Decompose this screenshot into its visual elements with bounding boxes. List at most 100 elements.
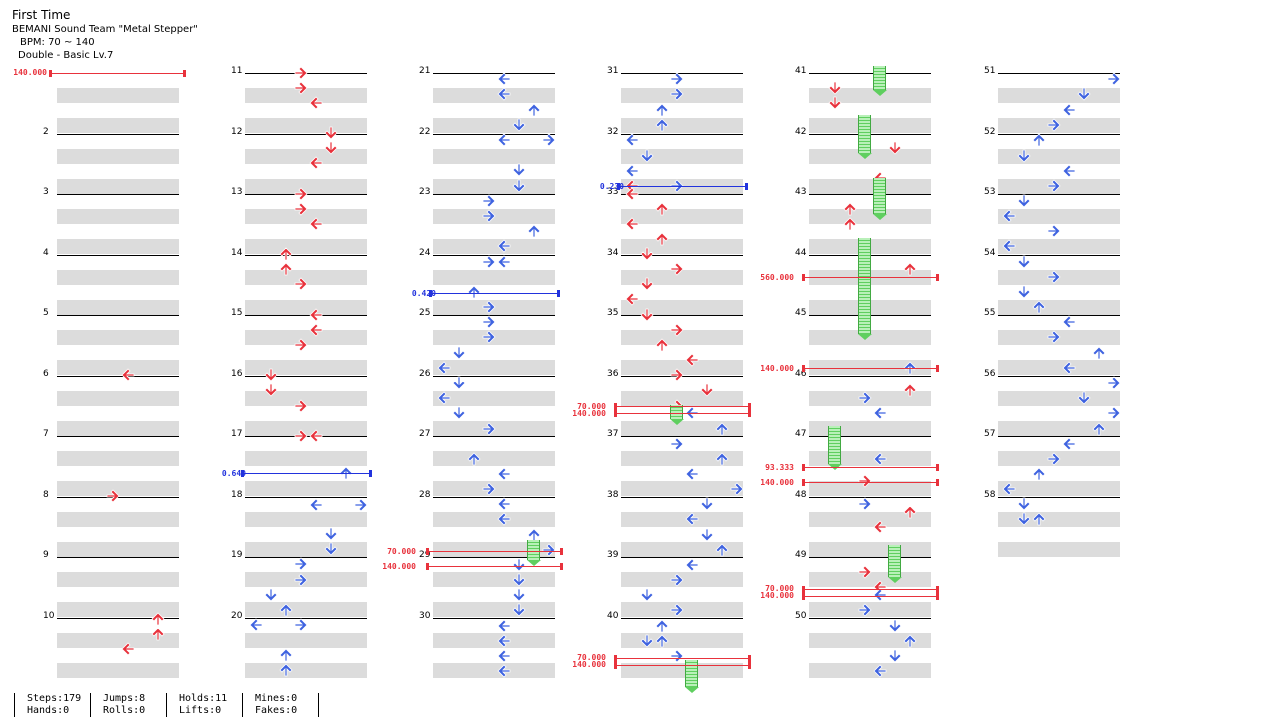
measure-line	[245, 254, 367, 256]
bpm-label: 70.000	[577, 402, 606, 411]
beat-stripe	[433, 360, 555, 376]
beat-stripe	[245, 662, 367, 678]
beat-stripe	[621, 148, 743, 164]
up-arrow-icon	[843, 202, 857, 216]
beat-stripe	[621, 632, 743, 648]
left-arrow-icon	[497, 72, 511, 86]
measure-line	[245, 315, 367, 316]
bpm-change-line	[428, 551, 561, 552]
right-arrow-icon	[294, 338, 308, 352]
stat-rolls: Rolls:0	[103, 705, 146, 716]
bpm-change-line	[51, 73, 184, 74]
beat-stripe	[245, 632, 367, 648]
stop-marker-line	[619, 186, 746, 187]
right-arrow-icon	[294, 187, 308, 201]
measure-line	[57, 315, 179, 316]
up-arrow-icon	[655, 118, 669, 132]
up-arrow-icon	[655, 338, 669, 352]
measure-line	[245, 557, 367, 558]
right-arrow-icon	[670, 87, 684, 101]
down-arrow-icon	[640, 588, 654, 602]
beat-stripe	[998, 481, 1120, 497]
beat-stripe	[621, 209, 743, 225]
marker-endcap	[936, 274, 939, 281]
measure-number: 42	[795, 126, 807, 137]
up-arrow-icon	[1032, 133, 1046, 147]
bpm-label: 140.000	[382, 562, 416, 571]
stats-mines-fakes: Mines:0 Fakes:0	[242, 693, 297, 717]
left-arrow-icon	[497, 255, 511, 269]
measure-line	[433, 254, 555, 256]
right-arrow-icon	[670, 649, 684, 663]
left-arrow-icon	[497, 649, 511, 663]
right-arrow-icon	[730, 482, 744, 496]
measure-line	[245, 617, 367, 619]
bpm-change-line	[804, 589, 937, 590]
beat-stripe	[57, 451, 179, 467]
beat-stripe	[245, 148, 367, 164]
marker-endcap	[426, 548, 429, 555]
measure-line	[998, 133, 1120, 135]
measure-number: 16	[231, 368, 243, 379]
measure-number: 40	[607, 610, 619, 621]
measure-number: 52	[984, 126, 996, 137]
marker-endcap	[745, 183, 748, 190]
beat-stripe	[57, 299, 179, 315]
down-arrow-icon	[1017, 285, 1031, 299]
measure-line	[433, 496, 555, 498]
beat-stripe	[809, 662, 931, 678]
marker-endcap	[936, 586, 939, 593]
left-arrow-icon	[121, 642, 135, 656]
measure-number: 33	[607, 187, 619, 197]
left-arrow-icon	[437, 391, 451, 405]
up-arrow-icon	[1032, 512, 1046, 526]
right-arrow-icon	[670, 437, 684, 451]
stat-holds: Holds:11	[179, 693, 228, 704]
beat-stripe	[57, 148, 179, 164]
measure-number: 30	[419, 610, 431, 621]
measure-line	[57, 133, 179, 135]
beat-stripe	[809, 209, 931, 225]
beat-stripe	[621, 390, 743, 406]
stats-steps-hands: Steps:179 Hands:0	[14, 693, 81, 717]
beat-stripe	[57, 602, 179, 618]
beat-stripe	[245, 239, 367, 255]
down-arrow-icon	[512, 573, 526, 587]
beat-stripe	[433, 269, 555, 285]
left-arrow-icon	[309, 323, 323, 337]
right-arrow-icon	[670, 262, 684, 276]
left-arrow-icon	[1002, 209, 1016, 223]
right-arrow-icon	[1047, 224, 1061, 238]
beat-stripe	[621, 88, 743, 104]
measure-line	[621, 617, 743, 619]
left-arrow-icon	[1062, 103, 1076, 117]
marker-endcap	[614, 655, 617, 662]
song-header: First Time BEMANI Sound Team "Metal Step…	[12, 7, 198, 62]
left-arrow-icon	[309, 498, 323, 512]
left-arrow-icon	[497, 133, 511, 147]
measure-number: 2	[43, 126, 49, 137]
beat-stripe	[245, 178, 367, 194]
up-arrow-icon	[279, 663, 293, 677]
marker-endcap	[802, 593, 805, 600]
measure-number: 6	[43, 368, 49, 379]
right-arrow-icon	[670, 72, 684, 86]
left-arrow-icon	[685, 512, 699, 526]
up-arrow-icon	[279, 262, 293, 276]
measure-line	[245, 133, 367, 135]
left-arrow-icon	[625, 133, 639, 147]
beat-stripe	[809, 541, 931, 557]
right-arrow-icon	[670, 603, 684, 617]
right-arrow-icon	[670, 573, 684, 587]
down-arrow-icon	[1017, 497, 1031, 511]
stats-end-divider	[318, 693, 319, 717]
beat-stripe	[809, 178, 931, 194]
right-arrow-icon	[294, 202, 308, 216]
marker-endcap	[614, 403, 617, 410]
measure-number: 39	[607, 550, 619, 560]
bpm-label: 140.000	[760, 591, 794, 600]
beat-stripe	[245, 511, 367, 527]
right-arrow-icon	[294, 429, 308, 443]
measure-number: 32	[607, 126, 619, 137]
measure-line	[621, 436, 743, 437]
